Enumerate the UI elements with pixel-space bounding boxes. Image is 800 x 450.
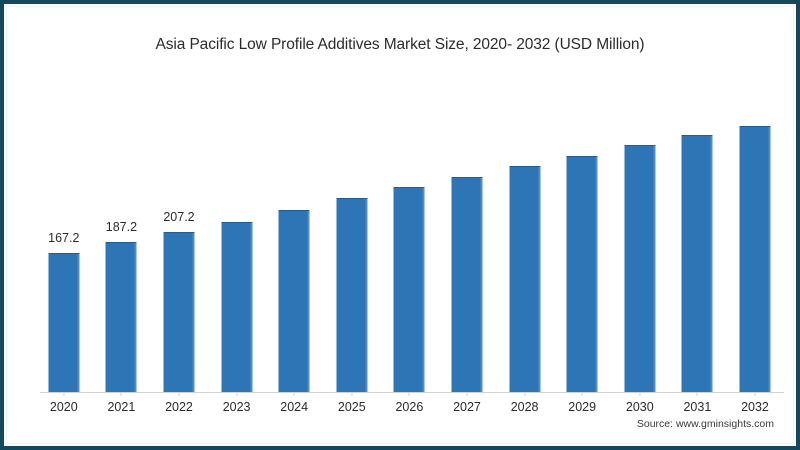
tick-2030 xyxy=(639,392,641,396)
bar-2021[interactable] xyxy=(105,242,137,392)
tick-2027 xyxy=(466,392,468,396)
tick-2022 xyxy=(178,392,180,396)
bar-2030[interactable] xyxy=(624,145,656,392)
x-label-2020: 2020 xyxy=(49,400,78,414)
tick-2032 xyxy=(754,392,756,396)
bar-group-2030: 2030 xyxy=(611,4,669,446)
x-label-2030: 2030 xyxy=(625,400,654,414)
tick-2020 xyxy=(63,392,65,396)
plot-area: 167.2 2020 187.2 2021 207.2 2022 2023 xyxy=(4,4,796,446)
bar-2024[interactable] xyxy=(278,210,310,392)
x-label-2032: 2032 xyxy=(741,400,769,414)
bar-group-2032: 2032 xyxy=(726,4,784,446)
x-label-2027: 2027 xyxy=(453,400,481,414)
x-label-2031: 2031 xyxy=(683,400,712,414)
x-axis-line xyxy=(40,392,784,393)
bar-group-2024: 2024 xyxy=(265,4,323,446)
bar-2032[interactable] xyxy=(739,126,771,392)
bar-group-2026: 2026 xyxy=(381,4,439,446)
bar-group-2022: 207.2 2022 xyxy=(150,4,208,446)
bar-2027[interactable] xyxy=(451,177,483,392)
bar-2028[interactable] xyxy=(509,166,541,392)
tick-2031 xyxy=(696,392,698,396)
bar-group-2027: 2027 xyxy=(438,4,496,446)
chart-title: Asia Pacific Low Profile Additives Marke… xyxy=(155,36,645,53)
source-attribution: Source: www.gminsights.com xyxy=(636,418,774,430)
tick-2028 xyxy=(524,392,526,396)
tick-2029 xyxy=(581,392,583,396)
x-label-2023: 2023 xyxy=(222,400,251,414)
bar-group-2025: 2025 xyxy=(323,4,381,446)
bar-value-2021: 187.2 xyxy=(105,220,138,234)
bar-2026[interactable] xyxy=(393,187,425,392)
bar-group-2029: 2029 xyxy=(553,4,611,446)
x-label-2028: 2028 xyxy=(510,400,539,414)
tick-2023 xyxy=(236,392,238,396)
tick-2026 xyxy=(408,392,410,396)
bar-2023[interactable] xyxy=(221,222,253,392)
x-label-2021: 2021 xyxy=(107,400,136,414)
bar-group-2028: 2028 xyxy=(496,4,554,446)
x-label-2024: 2024 xyxy=(280,400,309,414)
bar-2025[interactable] xyxy=(336,198,368,392)
bar-group-2021: 187.2 2021 xyxy=(93,4,151,446)
bar-group-2023: 2023 xyxy=(208,4,266,446)
tick-2024 xyxy=(293,392,295,396)
bar-group-2020: 167.2 2020 xyxy=(35,4,93,446)
x-label-2029: 2029 xyxy=(568,400,597,414)
x-label-2025: 2025 xyxy=(337,400,366,414)
bar-value-2020: 167.2 xyxy=(48,231,80,245)
bar-2029[interactable] xyxy=(566,156,598,392)
x-label-2026: 2026 xyxy=(395,400,424,414)
bar-value-2022: 207.2 xyxy=(163,210,195,224)
bar-2031[interactable] xyxy=(681,135,713,392)
tick-2025 xyxy=(351,392,353,396)
bar-2022[interactable] xyxy=(163,232,195,392)
bar-group-2031: 2031 xyxy=(669,4,727,446)
bar-2020[interactable] xyxy=(48,253,80,392)
x-label-2022: 2022 xyxy=(165,400,193,414)
tick-2021 xyxy=(120,392,122,396)
